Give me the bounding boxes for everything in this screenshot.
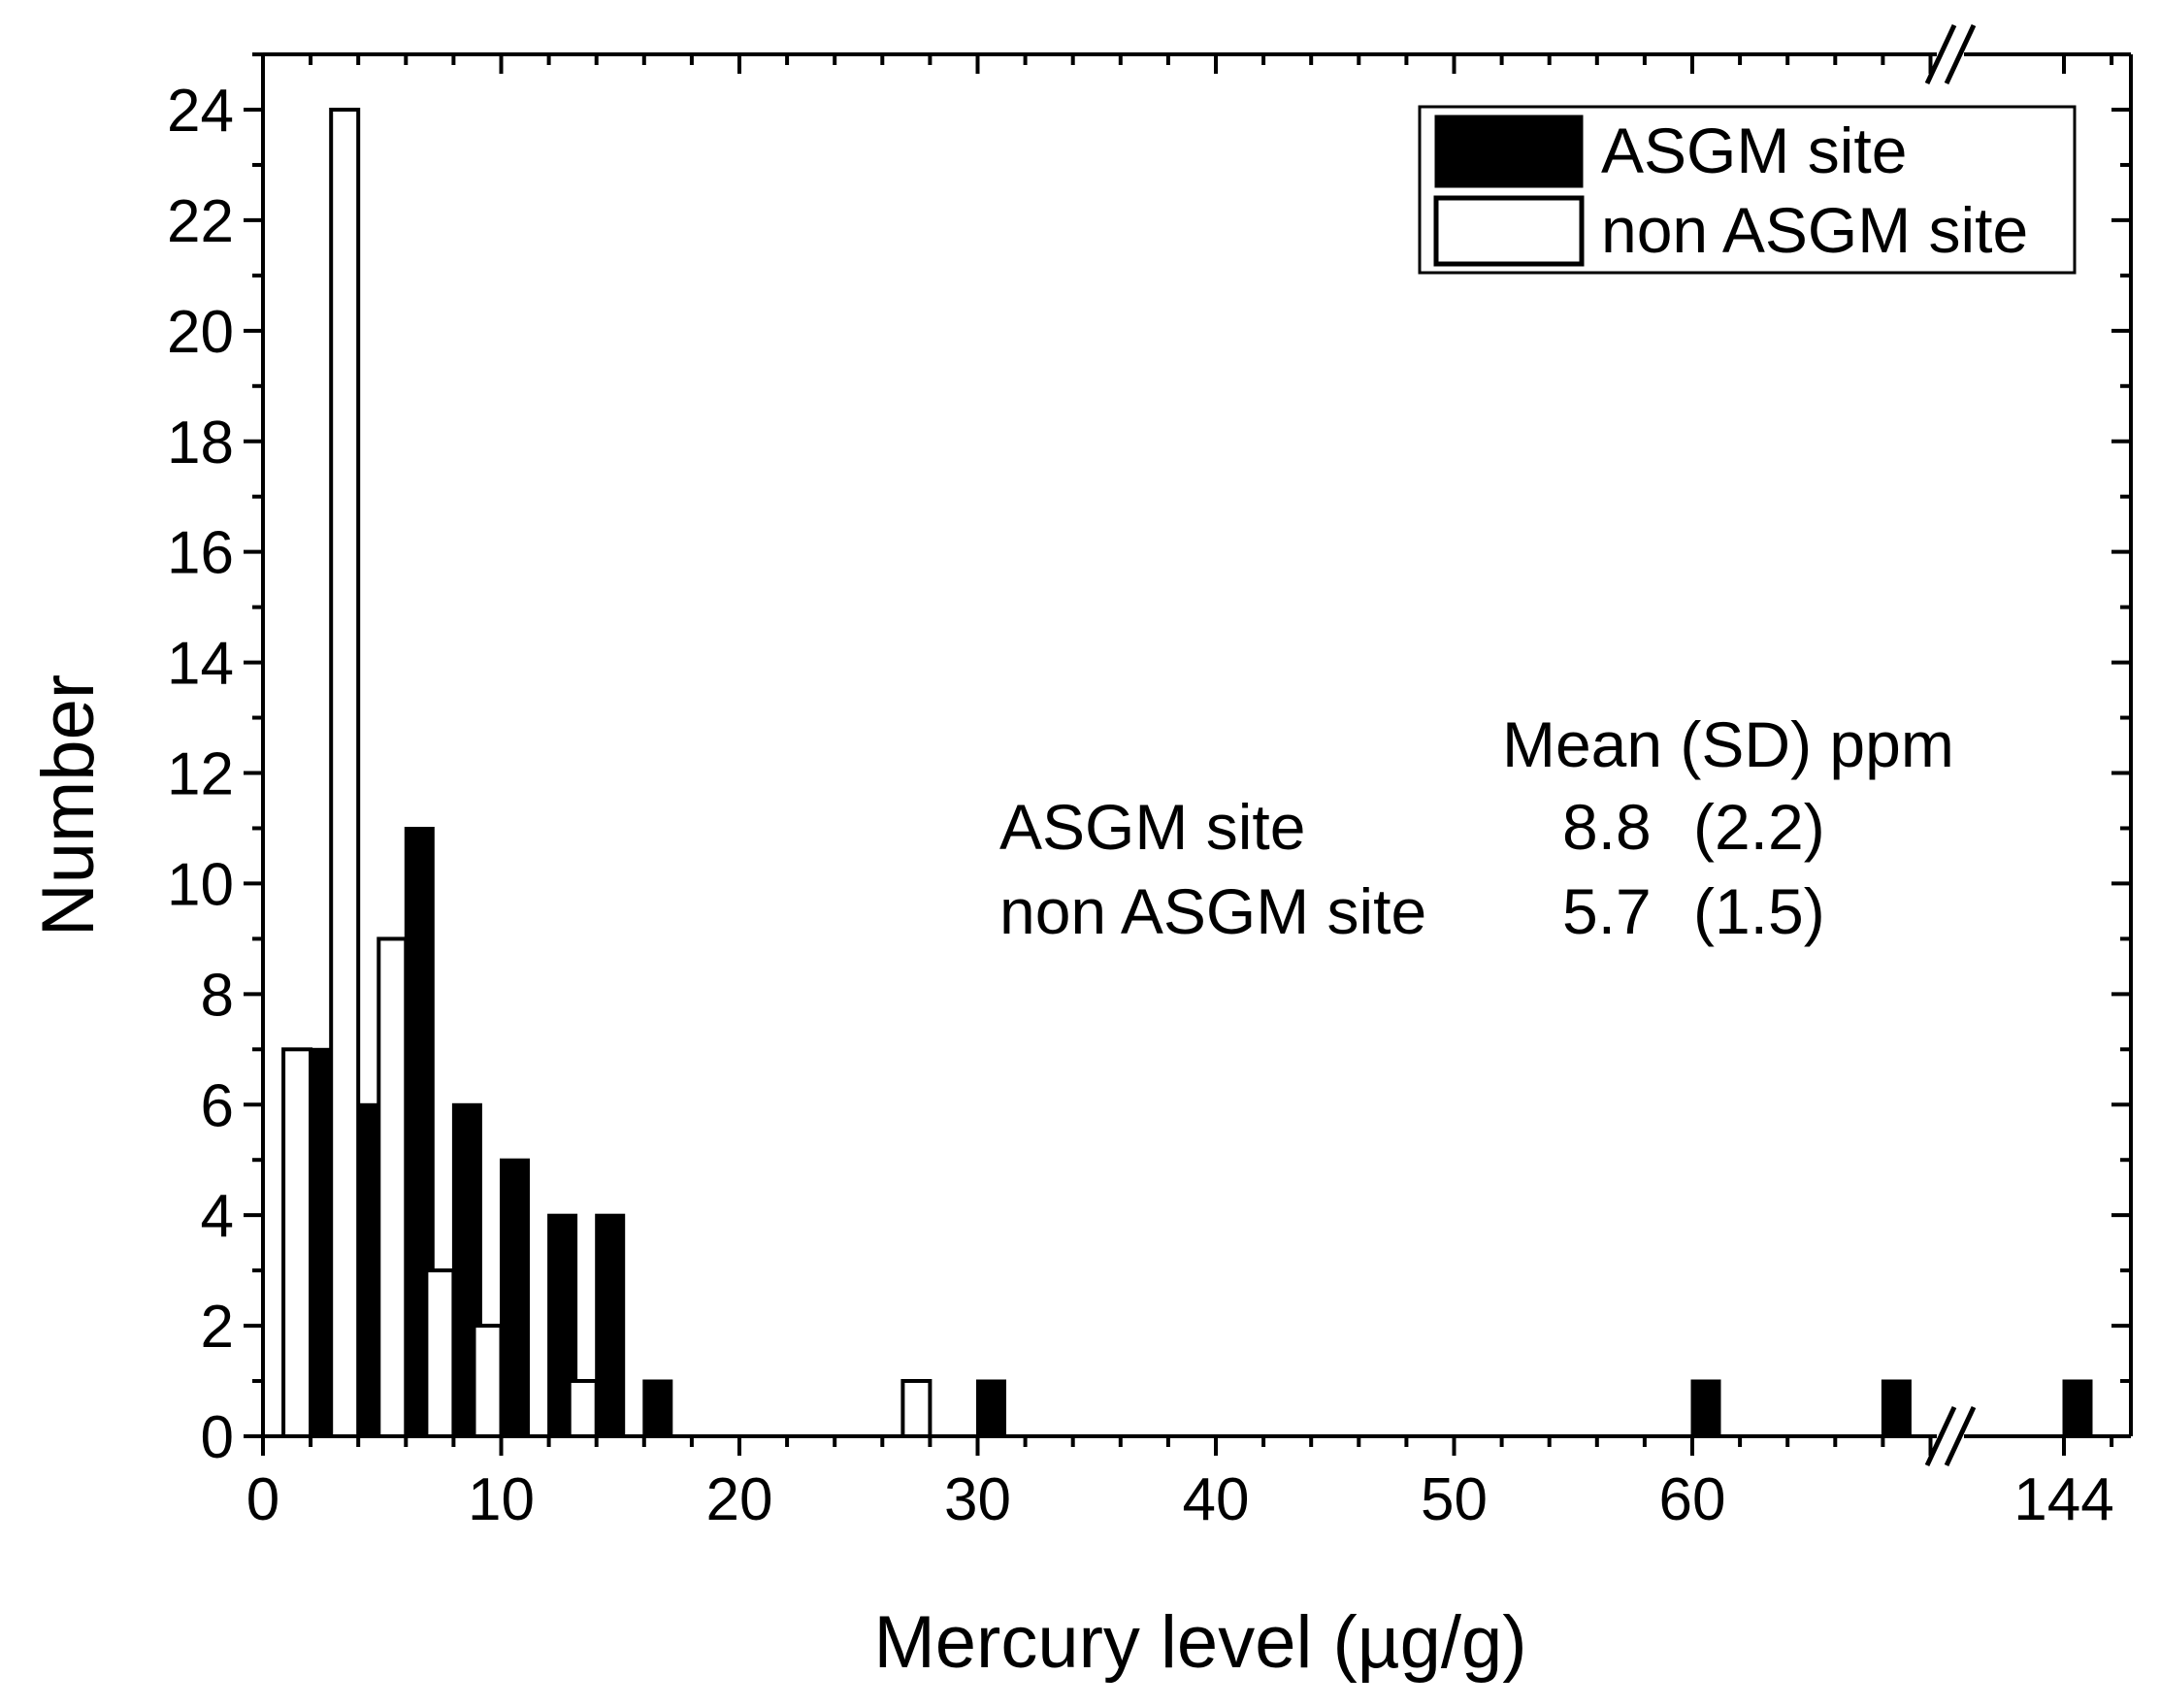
bar-non-asgm [424,1268,456,1438]
bar-non-asgm [472,1324,504,1438]
annotation-row-asgm-label: ASGM site [999,791,1305,863]
legend-swatch-asgm [1434,115,1584,188]
bar-asgm [642,1379,673,1438]
legend-label-asgm: ASGM site [1601,115,1907,186]
legend: ASGM site non ASGM site [1418,105,2077,275]
y-tick-label: 18 [167,410,234,476]
annotation-header: Mean (SD) ppm [1502,708,1954,780]
x-axis-title: Mercury level (µg/g) [873,1601,1526,1684]
annotation-row-asgm-mean: 8.8 [1562,791,1652,863]
bar-non-asgm [900,1379,933,1438]
x-tick-label: 60 [1659,1466,1726,1533]
bar-non-asgm [329,108,361,1438]
axis-break-marks [1924,23,1977,1467]
bar-non-asgm [567,1379,599,1438]
bar-asgm [500,1158,530,1438]
x-tick-label: 50 [1421,1466,1488,1533]
bar-asgm [2062,1379,2093,1438]
x-tick-label: 10 [468,1466,535,1533]
x-tick-label: 20 [706,1466,773,1533]
y-axis-title: Number [27,674,110,936]
y-tick-label: 0 [201,1404,234,1471]
bar-non-asgm [376,936,409,1438]
annotation-row-non-asgm-label: non ASGM site [999,875,1426,947]
y-tick-label: 22 [167,188,234,255]
annotation-row-asgm-sd: (2.2) [1693,791,1825,863]
bar-asgm [595,1213,626,1438]
bar-non-asgm [281,1047,313,1439]
y-tick-label: 2 [201,1294,234,1361]
y-tick-label: 24 [167,78,234,145]
bar-asgm [1881,1379,1912,1438]
annotation-row-non-asgm-sd: (1.5) [1693,875,1825,947]
y-tick-label: 14 [167,631,234,698]
x-tick-label: 30 [944,1466,1011,1533]
x-tick-label: 144 [2013,1466,2113,1533]
bars-layer [281,108,2093,1439]
y-tick-label: 8 [201,962,234,1029]
legend-swatch-non-asgm [1433,195,1585,267]
y-tick-label: 20 [167,299,234,366]
mean-sd-annotation: Mean (SD) ppm ASGM site 8.8 (2.2) non AS… [999,708,1954,947]
ticks-layer [244,52,2131,1456]
break-slash-bottom [1924,1405,1957,1467]
y-tick-label: 12 [167,741,234,808]
annotation-row-non-asgm-mean: 5.7 [1562,875,1652,947]
y-tick-label: 10 [167,851,234,918]
bar-asgm [976,1379,1006,1438]
y-tick-label: 4 [201,1183,234,1250]
x-tick-label: 40 [1183,1466,1250,1533]
legend-label-non-asgm: non ASGM site [1601,194,2028,266]
bar-asgm [1690,1379,1721,1438]
break-slash-bottom [1944,1405,1977,1467]
y-tick-label: 16 [167,520,234,587]
break-slash-top [1924,23,1957,85]
x-tick-label: 0 [246,1466,279,1533]
y-tick-label: 6 [201,1072,234,1139]
break-slash-top [1944,23,1977,85]
